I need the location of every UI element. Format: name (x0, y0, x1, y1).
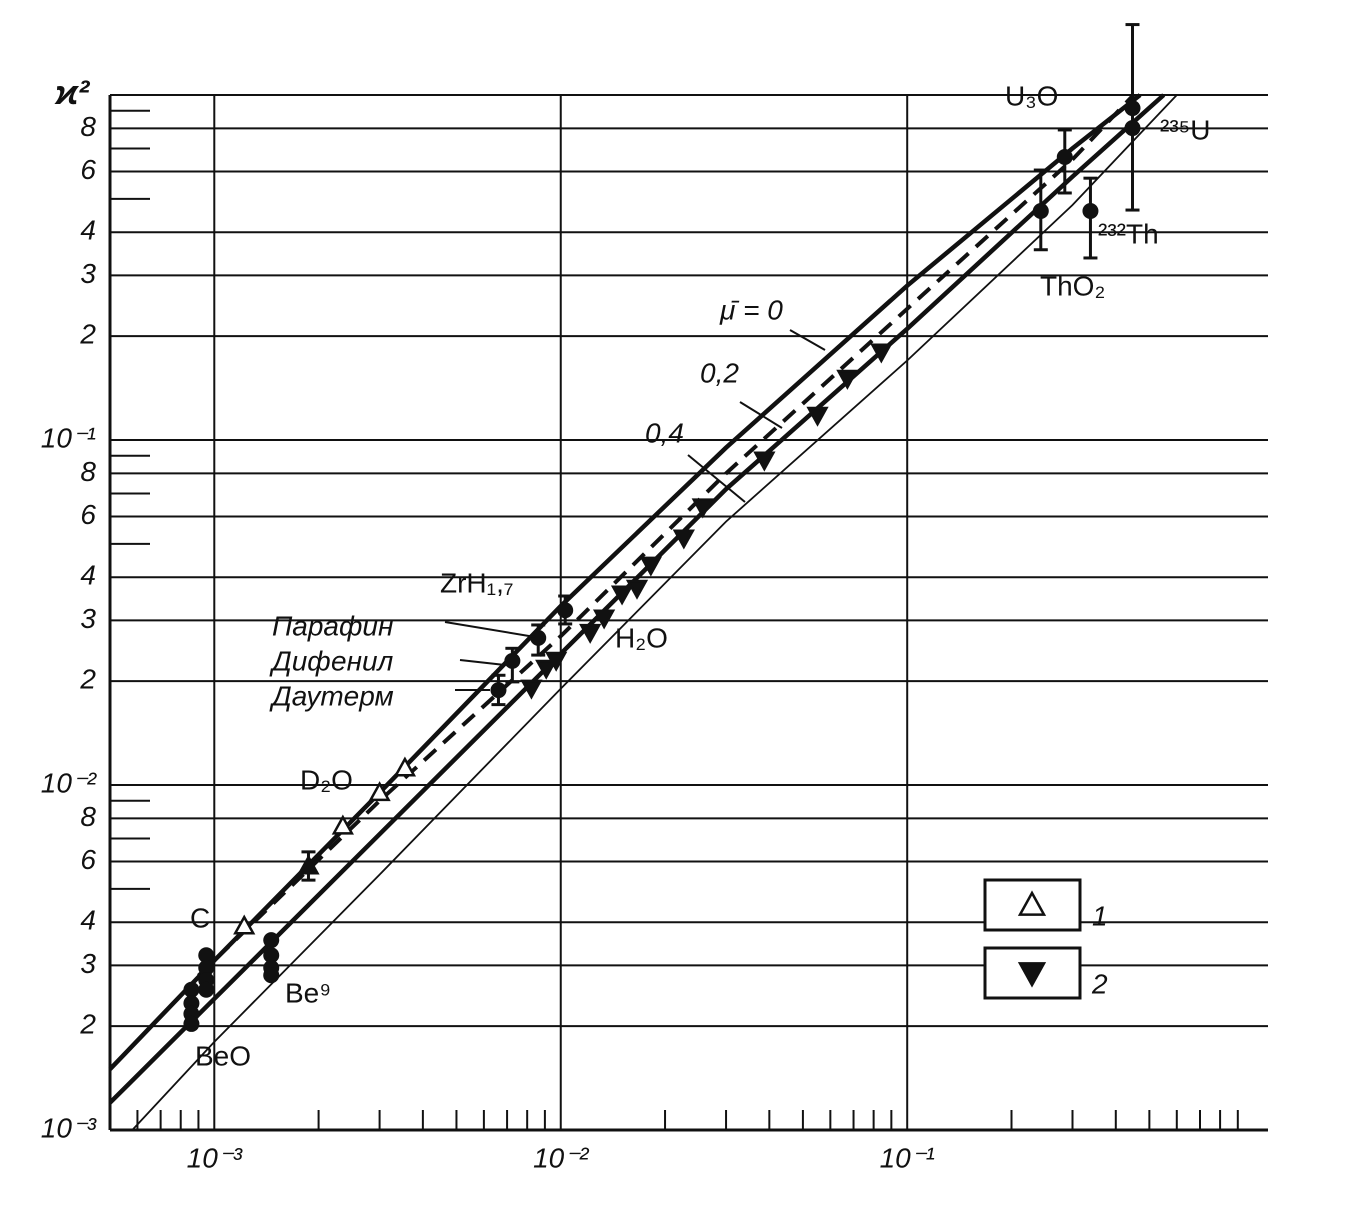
point (610, 585, 634, 606)
y-tick-label: 3 (80, 258, 96, 289)
y-tick-label: 8 (80, 456, 96, 487)
y-tick-label: 3 (80, 603, 96, 634)
annotation: Парафин (272, 610, 393, 641)
point (530, 629, 547, 646)
y-tick-label: 8 (80, 111, 96, 142)
point (263, 932, 280, 949)
point (183, 1015, 200, 1032)
point (1017, 962, 1047, 988)
point (836, 369, 859, 390)
point (579, 623, 602, 644)
annotation: BeO (195, 1040, 251, 1071)
annotation: Be⁹ (285, 977, 331, 1008)
x-tick-label: 10⁻² (533, 1142, 590, 1173)
leader-line (739, 401, 783, 429)
x-tick-label: 10⁻¹ (880, 1142, 935, 1173)
point (233, 914, 256, 935)
legend-label: 1 (1092, 900, 1108, 931)
point (504, 652, 521, 669)
legend-label: 2 (1091, 968, 1108, 999)
curve (197, 93, 1135, 978)
y-tick-label: 10⁻² (41, 767, 98, 798)
leader-line (444, 621, 536, 638)
annotation: H₂O (615, 622, 668, 653)
point (1082, 203, 1099, 220)
annotation: ThO₂ (1040, 270, 1105, 301)
y-tick-label: 3 (80, 948, 96, 979)
point (545, 651, 568, 672)
point (691, 498, 714, 519)
leader-line (459, 659, 506, 666)
point (1056, 149, 1073, 166)
point (183, 981, 200, 998)
y-tick-label: 4 (80, 905, 96, 936)
y-tick-label: 2 (79, 1009, 96, 1040)
point (520, 679, 543, 700)
y-axis-label: ϰ² (54, 74, 91, 112)
y-tick-label: 6 (80, 844, 96, 875)
point (672, 529, 695, 550)
point (368, 781, 391, 802)
annotation: ²³²Th (1098, 218, 1159, 249)
y-tick-label: 4 (80, 560, 96, 591)
point (1017, 890, 1047, 916)
point (592, 609, 616, 630)
annotation: C (190, 902, 210, 933)
point (263, 947, 280, 964)
point (198, 959, 215, 976)
point (263, 967, 280, 984)
curve-label: 0,4 (645, 417, 684, 448)
annotation: ²³⁵U (1160, 114, 1210, 145)
annotation: ZrH₁,₇ (440, 567, 514, 598)
y-tick-label: 10⁻³ (41, 1112, 97, 1143)
y-tick-label: 6 (80, 154, 96, 185)
y-tick-label: 4 (80, 215, 96, 246)
point (1124, 120, 1141, 137)
curve (108, 93, 1166, 1105)
leader-line (789, 329, 826, 351)
point (753, 451, 776, 472)
y-tick-label: 6 (80, 499, 96, 530)
curve-label: μ̄ = 0 (719, 294, 783, 325)
error-bar (1125, 23, 1140, 212)
y-tick-label: 2 (79, 319, 96, 350)
point (297, 854, 320, 875)
leader-line (687, 454, 746, 503)
curve (131, 94, 1178, 1131)
y-tick-label: 8 (80, 801, 96, 832)
point (535, 659, 558, 680)
point (1124, 100, 1141, 117)
point (393, 756, 417, 777)
annotation: Дифенил (269, 645, 394, 676)
y-tick-label: 10⁻¹ (41, 422, 96, 453)
y-tick-label: 2 (79, 664, 96, 695)
annotation: U₃O (1005, 80, 1058, 111)
point (1032, 203, 1049, 220)
point (870, 343, 893, 364)
point (331, 814, 354, 835)
x-tick-label: 10⁻³ (187, 1142, 243, 1173)
point (557, 602, 574, 619)
annotation: D₂O (300, 764, 353, 795)
curve-label: 0,2 (700, 357, 739, 388)
point (806, 406, 829, 427)
annotation: Даутерм (269, 680, 394, 711)
point (639, 556, 662, 577)
point (625, 579, 649, 600)
point (490, 682, 507, 699)
point (198, 981, 215, 998)
point (198, 947, 215, 964)
